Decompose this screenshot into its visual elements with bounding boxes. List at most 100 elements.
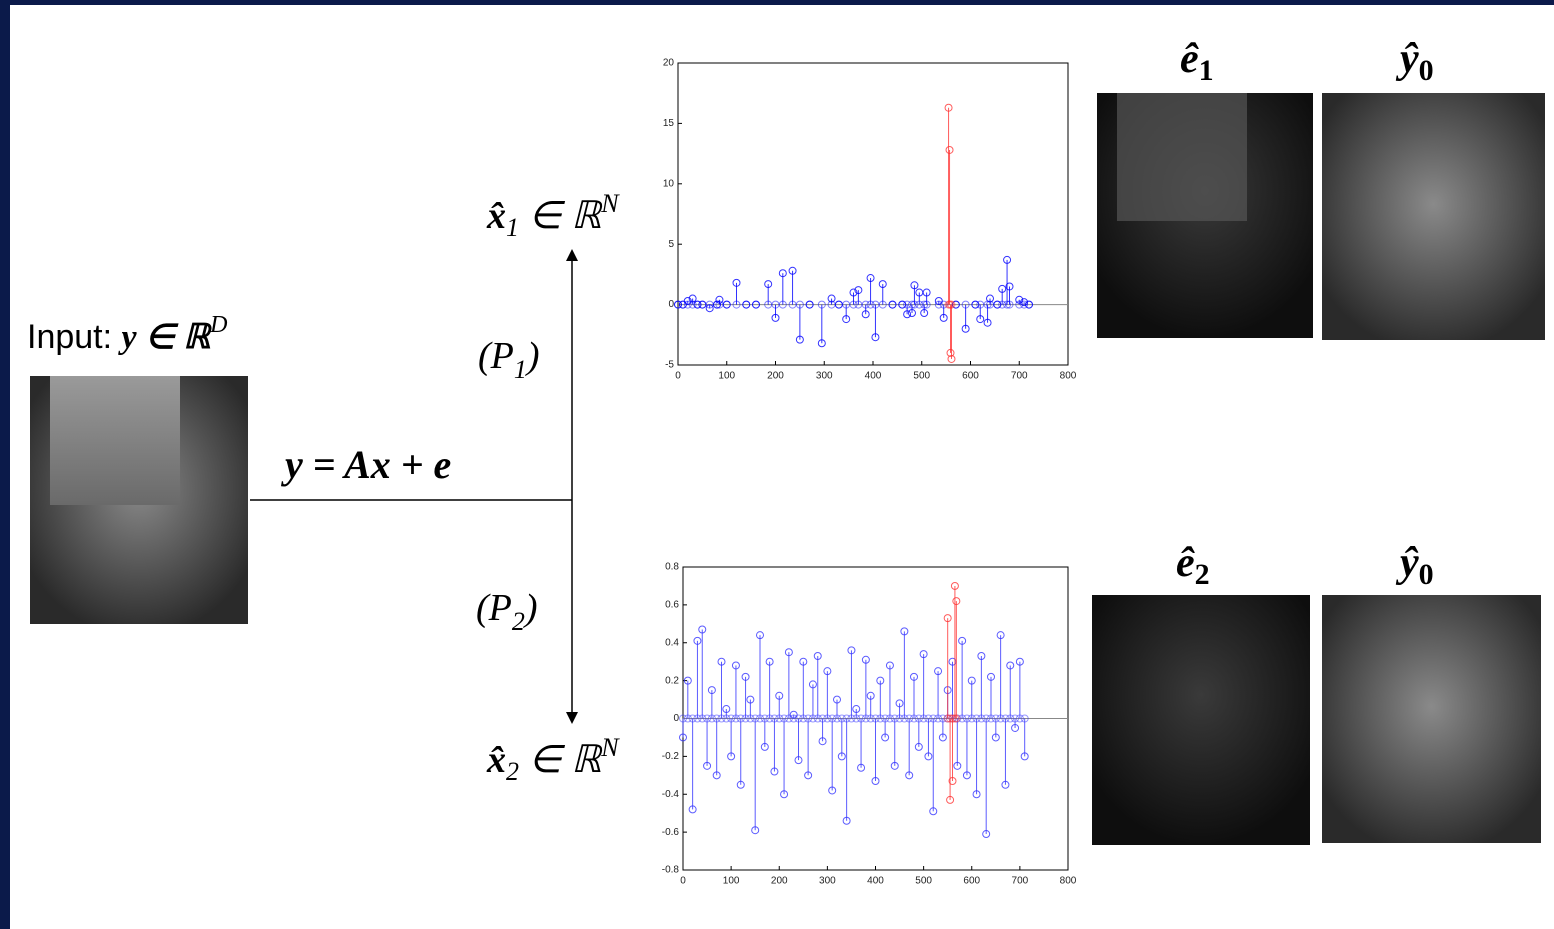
stem-marker [712, 771, 721, 780]
stem-marker [871, 776, 880, 785]
p2-sub: 2 [512, 607, 525, 636]
baseline-marker [799, 714, 808, 723]
stem-marker [778, 269, 787, 278]
x-tick-label: 300 [816, 371, 833, 382]
baseline-marker [871, 714, 880, 723]
stem-marker [688, 294, 697, 303]
e1-math: ê [1180, 36, 1199, 82]
baseline-marker [952, 714, 961, 723]
baseline-marker [847, 714, 856, 723]
stem-marker [1011, 723, 1020, 732]
stem-marker [943, 614, 952, 623]
baseline-marker [837, 714, 846, 723]
p2-close: ) [523, 587, 538, 629]
stem-marker [833, 695, 841, 704]
stem-marker [924, 752, 933, 761]
x-tick-label: 500 [913, 371, 930, 382]
baseline-marker [722, 300, 731, 309]
baseline-marker [752, 300, 760, 309]
equation: y = Ax + e [281, 442, 451, 487]
baseline-marker [920, 300, 929, 309]
baseline-marker [775, 714, 784, 723]
baseline-marker [934, 300, 943, 309]
stem-marker [764, 280, 773, 289]
baseline-marker [972, 714, 981, 723]
baseline-marker [922, 300, 931, 309]
stem-marker [895, 699, 904, 708]
stem-marker [789, 710, 798, 719]
stem-marker [914, 742, 923, 751]
stem-marker [998, 284, 1007, 293]
p1-sub: 1 [514, 355, 527, 384]
x1-sup: N [600, 189, 620, 218]
stem-marker [861, 310, 870, 319]
stem-marker [813, 652, 822, 661]
input-text: Input: [27, 318, 122, 356]
baseline-marker [751, 714, 760, 723]
baseline-marker [813, 714, 822, 723]
baseline-marker [778, 300, 787, 309]
baseline-marker [1020, 300, 1029, 309]
stem-marker [962, 771, 971, 780]
y-tick-label: -0.4 [662, 789, 680, 800]
stem-marker [818, 737, 827, 746]
stem-marker [679, 733, 687, 742]
x2-rest: ∈ ℝ [519, 739, 603, 781]
x-tick-label: 200 [771, 876, 788, 887]
stem-marker [922, 288, 931, 297]
stem-marker [849, 288, 858, 297]
stem-marker [837, 752, 846, 761]
x-tick-label: 700 [1011, 371, 1028, 382]
baseline-marker [876, 714, 885, 723]
stem-marker [1003, 255, 1012, 264]
baseline-marker [736, 714, 745, 723]
baseline-marker [707, 714, 716, 723]
baseline-marker [924, 714, 933, 723]
stem-marker [939, 313, 948, 322]
stem-marker [842, 816, 851, 825]
baseline-marker [885, 714, 894, 723]
x2-label: x̂2 ∈ ℝN [486, 733, 620, 786]
x-tick-label: 200 [767, 371, 784, 382]
x-tick-label: 100 [718, 371, 735, 382]
baseline-marker [1015, 714, 1024, 723]
x2-sup: N [600, 733, 620, 762]
stem-marker [871, 333, 880, 342]
stem-marker [804, 771, 813, 780]
x2-math: x̂ [486, 739, 506, 781]
p1-open: (P [478, 335, 514, 377]
stem-marker [842, 315, 851, 324]
stem-marker [885, 661, 894, 670]
stem-marker [703, 761, 712, 770]
baseline-marker [905, 714, 914, 723]
p2-label: (P2) [476, 587, 538, 636]
stem-marker [683, 676, 692, 685]
stem-marker [976, 315, 985, 324]
baseline-marker [947, 300, 956, 309]
occlusion-patch [50, 376, 180, 505]
error-image-2 [1092, 595, 1310, 845]
stem-marker [946, 348, 955, 357]
baseline-marker [961, 300, 970, 309]
baseline-marker [861, 714, 870, 723]
stem-marker [1006, 661, 1015, 670]
stem-marker [827, 294, 836, 303]
baseline-marker [784, 714, 793, 723]
stem-marker [698, 625, 707, 634]
baseline-marker [982, 714, 991, 723]
stem-marker [705, 304, 714, 313]
stem-marker [760, 742, 769, 751]
stem-marker [857, 763, 866, 772]
stem-marker [1015, 657, 1024, 666]
stem-marker [746, 695, 755, 704]
x-tick-label: 800 [1060, 876, 1077, 887]
stem-marker [952, 597, 961, 606]
stem-marker [771, 313, 780, 322]
x1-label: x̂1 ∈ ℝN [486, 189, 620, 242]
input-math: y ∈ ℝ [118, 319, 213, 356]
y0-top-sub: 0 [1419, 54, 1434, 87]
stem-marker [890, 761, 899, 770]
baseline-marker [679, 714, 687, 723]
baseline-marker [890, 714, 899, 723]
